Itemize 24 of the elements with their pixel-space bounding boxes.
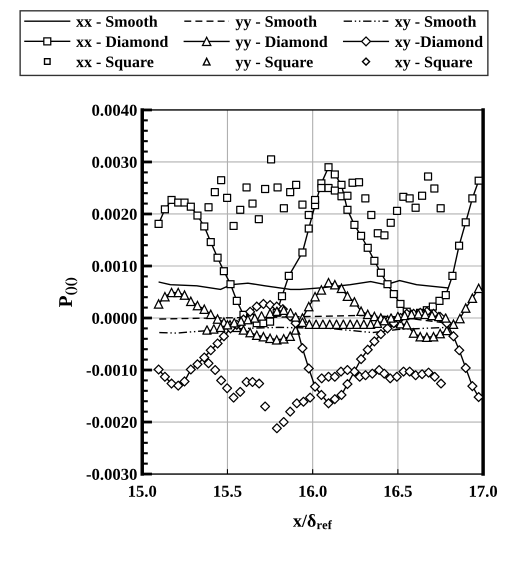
x-axis-title: x/δ$_{ref}$ — [292, 514, 332, 530]
y-tick-label: -0.0030 — [86, 468, 137, 480]
legend-label: xx - Diamond — [76, 36, 168, 48]
legend-label: xy - Square — [394, 56, 472, 71]
legend-label: xy -Diamond — [394, 36, 483, 50]
y-axis-title: P$_{()()}$ — [59, 278, 78, 308]
legend-label: xx - Square — [76, 56, 154, 71]
legend-label: yy - Square — [236, 56, 313, 71]
x-tick-label: 16.0 — [299, 486, 327, 497]
legend-label: yy - Diamond — [236, 36, 328, 50]
y-tick-label: -0.0020 — [86, 416, 137, 428]
x-tick-label: 17.0 — [470, 486, 498, 497]
x-tick-label: 16.5 — [384, 486, 412, 497]
y-tick-label: 0.0000 — [92, 312, 137, 324]
x-tick-label: 15.5 — [214, 486, 242, 497]
legend-label: yy - Smooth — [236, 16, 317, 30]
legend-label: xx - Smooth — [76, 16, 158, 27]
x-tick-label: 15.0 — [128, 486, 156, 497]
y-tick-label: 0.0020 — [92, 208, 137, 220]
y-tick-label: -0.0010 — [86, 364, 137, 376]
legend-label: xy - Smooth — [394, 16, 476, 30]
y-tick-label: 0.0030 — [92, 156, 137, 168]
y-tick-label: 0.0010 — [92, 260, 137, 272]
y-tick-label: 0.0040 — [92, 104, 137, 116]
